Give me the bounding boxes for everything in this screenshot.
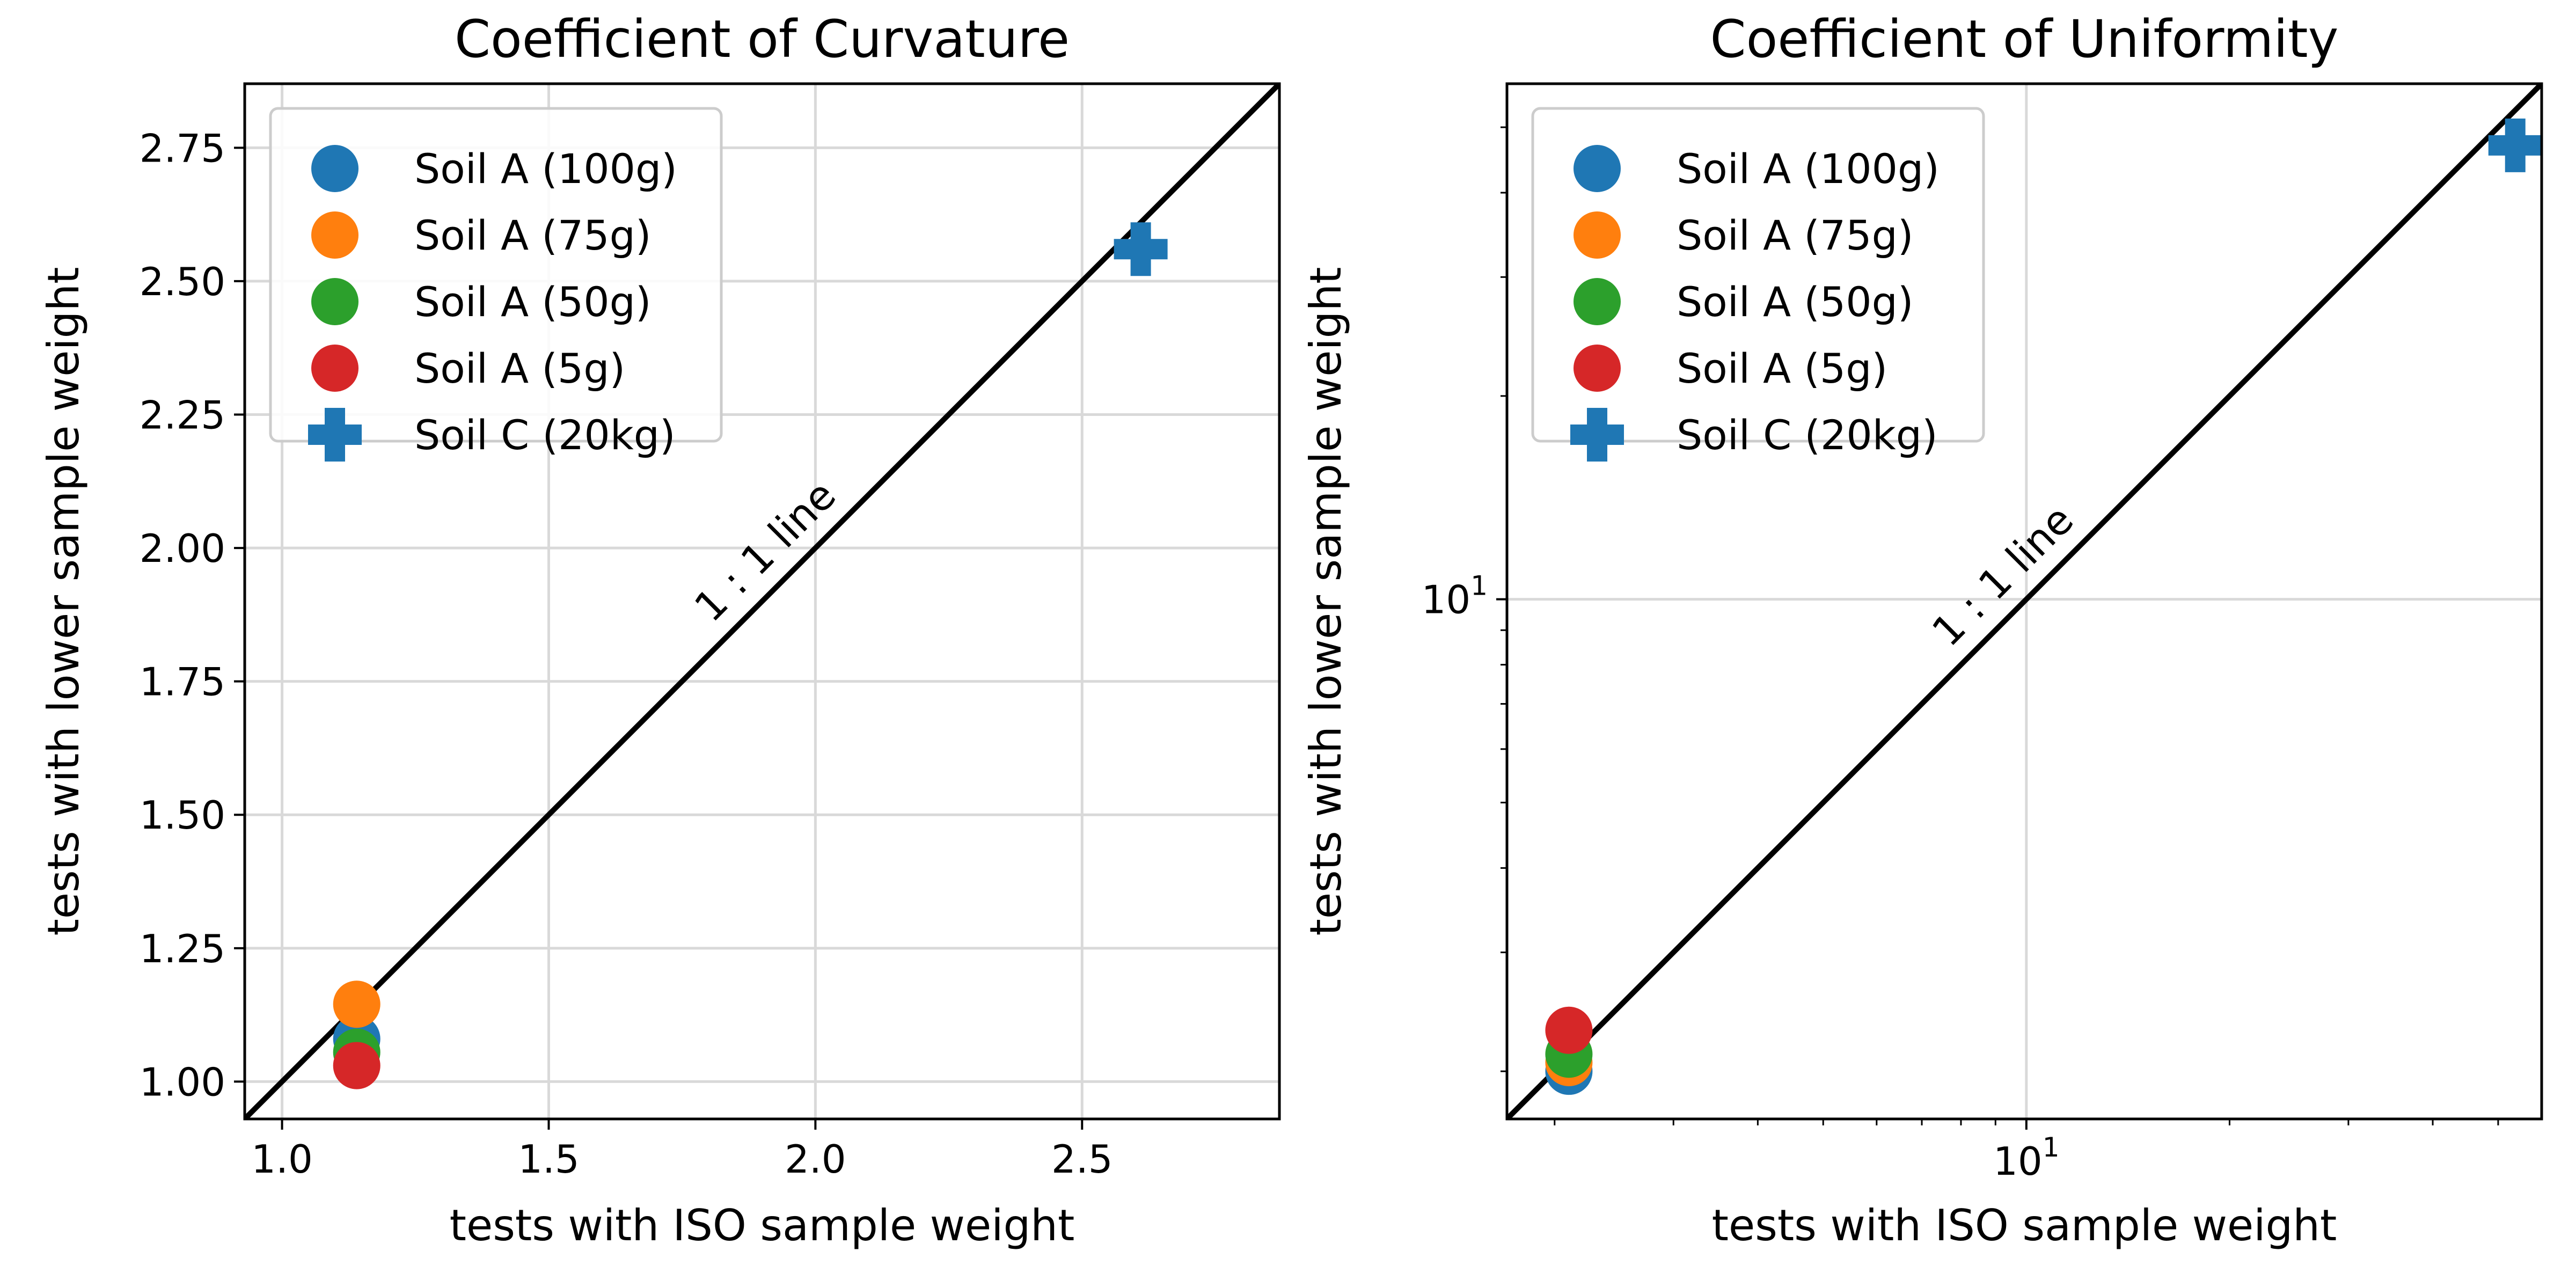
legend: Soil A (100g) Soil A (75g) Soil A (50g) Soi…	[1531, 107, 1985, 462]
x-tick-label: 1.0	[251, 1137, 313, 1182]
legend-label: Soil A (5g)	[414, 345, 625, 392]
legend-marker	[1574, 278, 1621, 325]
data-point	[1114, 222, 1168, 276]
legend-marker	[311, 278, 358, 325]
legend-marker	[311, 211, 358, 259]
tick-exponent: 1	[2043, 1132, 2060, 1163]
data-point	[333, 980, 380, 1028]
y-tick-label: 2.75	[140, 126, 225, 171]
legend-box	[1531, 107, 1985, 443]
legend-marker	[308, 408, 362, 462]
x-tick-label: 2.5	[1051, 1137, 1113, 1182]
y-axis-label: tests with lower sample weight	[39, 267, 89, 935]
legend-marker	[1574, 345, 1621, 392]
tick-base: 10	[1422, 577, 1471, 623]
x-tick-label: 2.0	[785, 1137, 846, 1182]
legend-label: Soil A (75g)	[1677, 211, 1914, 259]
y-tick-label: 2.25	[140, 392, 225, 437]
x-axis-label: tests with ISO sample weight	[450, 1201, 1075, 1250]
reference-line-label: 1 : 1 line	[685, 471, 845, 631]
y-axis-label: tests with lower sample weight	[1301, 267, 1351, 935]
y-tick-label: 1.00	[140, 1059, 225, 1104]
data-point	[333, 1042, 380, 1089]
reference-line	[245, 84, 1279, 1119]
x-tick-label: 101	[1993, 1132, 2059, 1184]
y-tick-label: 2.00	[140, 526, 225, 571]
axes-frame	[1505, 82, 2543, 1121]
y-tick-label: 1.75	[140, 660, 225, 705]
y-tick-label: 1.25	[140, 926, 225, 971]
legend-label: Soil A (50g)	[1677, 278, 1914, 326]
legend-label: Soil C (20kg)	[414, 411, 676, 459]
y-tick-label: 2.50	[140, 259, 225, 304]
tick-exponent: 1	[1470, 570, 1488, 602]
legend-label: Soil A (50g)	[414, 278, 652, 326]
legend-label: Soil A (75g)	[414, 211, 652, 259]
legend-label: Soil A (100g)	[1677, 145, 1940, 193]
legend-label: Soil C (20kg)	[1677, 411, 1938, 459]
reference-line-label: 1 : 1 line	[1923, 496, 2083, 656]
data-point	[1545, 1006, 1593, 1054]
legend-box	[269, 107, 723, 443]
legend-marker	[311, 345, 358, 392]
y-tick-label: 101	[1422, 570, 1488, 623]
chart-title: Coefficient of Uniformity	[1710, 9, 2339, 69]
legend-marker	[1570, 408, 1624, 462]
legend: Soil A (100g) Soil A (75g) Soil A (50g) Soi…	[269, 107, 723, 462]
axes-frame	[243, 82, 1281, 1121]
chart-title: Coefficient of Curvature	[455, 9, 1070, 69]
x-tick-label: 1.5	[518, 1137, 580, 1182]
tick-base: 10	[1993, 1139, 2043, 1184]
reference-line	[1507, 84, 2542, 1119]
chart-1: 1.0 1.5 2.0 2.5 1.00 1.25 1.50 1.75 2.00 2.25 2.50…	[39, 9, 1281, 1250]
legend-marker	[1574, 145, 1621, 192]
legend-label: Soil A (100g)	[414, 145, 677, 193]
legend-marker	[1574, 211, 1621, 259]
data-point	[2488, 118, 2542, 172]
y-tick-label: 1.50	[140, 793, 225, 838]
legend-label: Soil A (5g)	[1677, 345, 1887, 392]
legend-marker	[311, 145, 358, 192]
x-axis-label: tests with ISO sample weight	[1712, 1201, 2337, 1250]
